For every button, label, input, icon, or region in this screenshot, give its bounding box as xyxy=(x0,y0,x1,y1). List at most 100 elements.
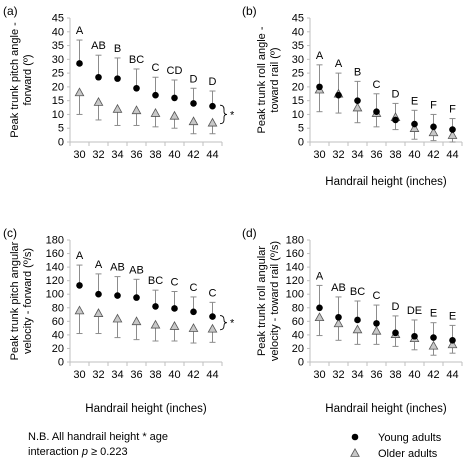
young-point xyxy=(209,313,216,320)
y-tick-label: 40 xyxy=(292,26,304,38)
x-tick-label: 40 xyxy=(168,149,180,161)
young-point xyxy=(171,305,178,312)
y-axis-label-line: velocity - forward (º/s) xyxy=(22,248,34,354)
significance-letter: A xyxy=(95,259,103,271)
young-point xyxy=(76,60,83,67)
y-tick-label: 5 xyxy=(298,123,304,135)
significance-letter: BC xyxy=(148,275,163,287)
young-point xyxy=(335,313,342,321)
y-tick-label: 0 xyxy=(298,137,304,149)
y-tick-label: 40 xyxy=(52,329,64,341)
young-point xyxy=(133,84,140,92)
y-tick-label: 20 xyxy=(292,81,304,93)
legend-young-label: Young adults xyxy=(378,432,442,444)
significance-letter: AB xyxy=(91,40,106,52)
young-point xyxy=(171,94,178,102)
young-point xyxy=(209,102,216,110)
y-axis-label-line: velocity - toward rail (º/s) xyxy=(269,241,281,361)
older-point xyxy=(428,340,439,350)
y-axis-label: Peak trunk roll angle -toward rail (º) xyxy=(256,26,281,133)
young-point xyxy=(373,108,380,115)
y-tick-label: 10 xyxy=(52,109,64,121)
older-point xyxy=(93,97,104,106)
y-tick-label: 80 xyxy=(52,302,64,314)
y-tick-label: 35 xyxy=(52,40,64,52)
young-point xyxy=(392,116,399,124)
y-tick-label: 120 xyxy=(286,275,304,287)
y-tick-label: 25 xyxy=(52,68,64,80)
y-tick-label: 5 xyxy=(58,123,64,135)
significance-star: * xyxy=(230,109,235,121)
young-point xyxy=(114,292,121,299)
older-point xyxy=(352,324,363,334)
y-tick-label: 60 xyxy=(52,316,64,328)
y-tick-label: 180 xyxy=(46,235,64,247)
x-tick-label: 36 xyxy=(130,369,142,381)
significance-letter: D xyxy=(209,76,217,88)
y-tick-label: 0 xyxy=(58,357,64,369)
young-point xyxy=(114,75,121,82)
x-tick-label: 30 xyxy=(313,149,325,161)
y-tick-label: 0 xyxy=(298,357,304,369)
x-axis-label: Handrail height (inches) xyxy=(325,403,447,415)
x-tick-label: 42 xyxy=(187,149,199,161)
x-tick-label: 42 xyxy=(427,149,439,161)
significance-letter: C xyxy=(171,277,179,289)
y-axis-label: Peak trunk pitch angle -forward (º) xyxy=(9,22,34,138)
y-tick-label: 20 xyxy=(292,343,304,355)
young-point xyxy=(316,83,323,91)
older-point xyxy=(169,321,180,330)
y-tick-label: 20 xyxy=(52,343,64,355)
y-axis-label: Peak trunk pitch angularvelocity - forwa… xyxy=(9,241,34,360)
x-tick-label: 34 xyxy=(111,149,123,161)
significance-letter: AB xyxy=(331,282,346,294)
older-point xyxy=(74,305,85,315)
panel-label: (d) xyxy=(242,226,257,240)
older-point xyxy=(447,130,458,139)
footnote-line-2: interaction p ≥ 0.223 xyxy=(28,445,168,460)
significance-letter: A xyxy=(335,58,343,70)
young-point xyxy=(449,126,456,133)
x-tick-label: 30 xyxy=(73,369,85,381)
older-point xyxy=(409,123,420,132)
y-axis-label-line: Peak trunk roll angle - xyxy=(256,26,268,133)
panel-label: (c) xyxy=(3,226,17,240)
older-point xyxy=(188,116,199,126)
significance-letter: BC xyxy=(129,54,144,66)
older-point xyxy=(207,117,218,127)
y-tick-label: 15 xyxy=(52,95,64,107)
footnote-line-1: N.B. All handrail height * age xyxy=(28,431,169,443)
significance-brace xyxy=(219,104,228,125)
y-tick-label: 0 xyxy=(58,137,64,149)
young-point xyxy=(316,304,323,312)
young-point xyxy=(449,337,456,344)
young-point xyxy=(392,329,399,337)
footnote-p-symbol: p xyxy=(81,446,88,458)
older-point xyxy=(428,127,439,137)
panel-label: (b) xyxy=(242,4,257,18)
y-tick-label: 180 xyxy=(286,235,304,247)
x-tick-label: 38 xyxy=(149,149,161,161)
older-point xyxy=(169,110,180,120)
significance-letter: F xyxy=(430,99,437,111)
chart-panel-d: (d)Peak trunk roll angularvelocity - tow… xyxy=(242,226,463,415)
y-tick-label: 140 xyxy=(46,262,64,274)
x-tick-label: 40 xyxy=(408,149,420,161)
chart-panel-c: (c)Peak trunk pitch angularvelocity - fo… xyxy=(3,226,235,415)
young-point xyxy=(335,91,342,99)
x-tick-label: 34 xyxy=(351,369,363,381)
significance-star: * xyxy=(230,318,235,330)
x-tick-label: 32 xyxy=(332,369,344,381)
y-axis-label-line: Peak trunk pitch angular xyxy=(9,241,21,360)
older-point xyxy=(112,103,123,113)
x-tick-label: 30 xyxy=(73,149,85,161)
older-point xyxy=(333,318,344,328)
y-tick-label: 20 xyxy=(52,81,64,93)
x-tick-label: 44 xyxy=(206,369,218,381)
panel-label: (a) xyxy=(3,4,18,18)
x-axis-label: Handrail height (inches) xyxy=(85,403,207,415)
x-axis-label: Handrail height (inches) xyxy=(325,176,447,188)
older-point xyxy=(207,323,218,333)
significance-letter: A xyxy=(76,25,84,37)
y-tick-label: 40 xyxy=(52,26,64,38)
